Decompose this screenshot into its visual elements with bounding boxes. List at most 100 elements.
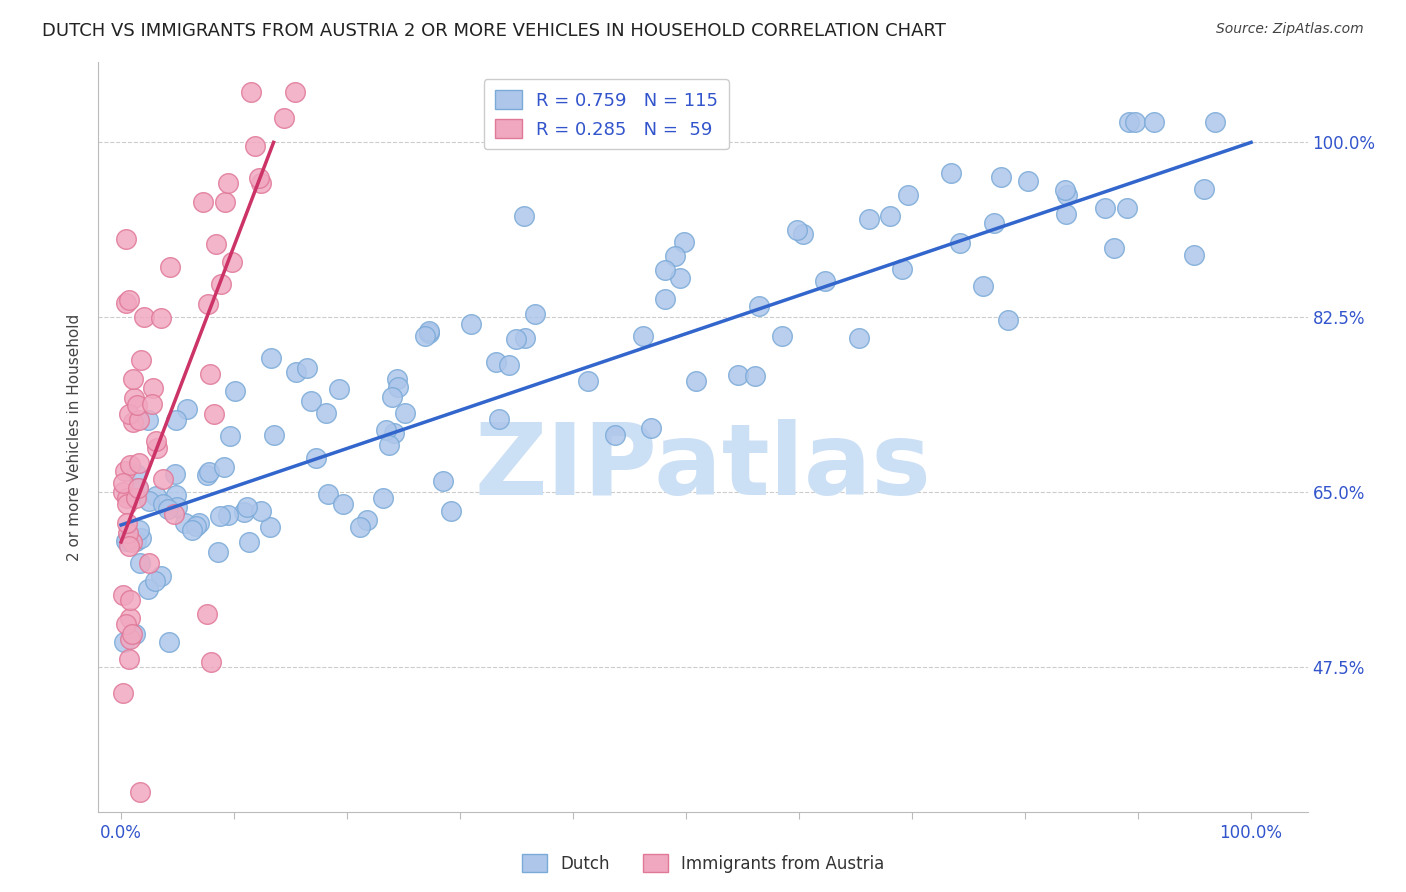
Point — [221, 254, 243, 268]
Point — [165, 487, 187, 501]
Point — [118, 293, 141, 307]
Point — [197, 296, 219, 310]
Point — [387, 380, 409, 394]
Point — [381, 390, 404, 404]
Point — [879, 210, 901, 224]
Point — [111, 589, 134, 603]
Point — [112, 635, 135, 649]
Point — [786, 222, 808, 236]
Point — [1017, 174, 1039, 188]
Point — [603, 427, 626, 442]
Point — [212, 460, 235, 475]
Point — [375, 423, 398, 437]
Point — [238, 534, 260, 549]
Point — [1115, 201, 1137, 215]
Point — [513, 331, 536, 345]
Point — [128, 785, 150, 799]
Point — [118, 539, 141, 553]
Point — [654, 292, 676, 306]
Point — [260, 351, 283, 366]
Point — [159, 260, 181, 274]
Point — [349, 520, 371, 534]
Point — [576, 374, 599, 388]
Point — [114, 464, 136, 478]
Point — [122, 391, 145, 405]
Point — [124, 627, 146, 641]
Point — [240, 86, 263, 100]
Point — [138, 556, 160, 570]
Point — [285, 365, 308, 379]
Text: Source: ZipAtlas.com: Source: ZipAtlas.com — [1216, 22, 1364, 37]
Point — [152, 473, 174, 487]
Point — [273, 112, 295, 126]
Text: ZIPatlas: ZIPatlas — [475, 418, 931, 516]
Point — [125, 533, 148, 548]
Point — [224, 384, 246, 398]
Point — [145, 434, 167, 449]
Point — [114, 616, 136, 631]
Legend: Dutch, Immigrants from Austria: Dutch, Immigrants from Austria — [515, 847, 891, 880]
Point — [217, 176, 239, 190]
Point — [118, 407, 141, 421]
Point — [145, 489, 167, 503]
Point — [129, 353, 152, 368]
Point — [118, 632, 141, 647]
Point — [413, 329, 436, 343]
Point — [236, 500, 259, 515]
Point — [207, 545, 229, 559]
Point — [128, 524, 150, 538]
Point — [382, 426, 405, 441]
Point — [111, 686, 134, 700]
Point — [157, 501, 180, 516]
Point — [316, 487, 339, 501]
Point — [1123, 115, 1146, 129]
Point — [418, 324, 440, 338]
Point — [186, 519, 208, 533]
Point — [188, 516, 211, 531]
Point — [654, 262, 676, 277]
Point — [972, 278, 994, 293]
Point — [120, 611, 142, 625]
Point — [129, 557, 152, 571]
Point — [284, 86, 307, 100]
Point — [200, 655, 222, 669]
Point — [115, 533, 138, 548]
Point — [1204, 115, 1226, 129]
Point — [111, 475, 134, 490]
Point — [120, 592, 142, 607]
Point — [513, 209, 536, 223]
Point — [128, 456, 150, 470]
Point — [484, 355, 506, 369]
Point — [373, 491, 395, 506]
Point — [460, 317, 482, 331]
Point — [673, 235, 696, 249]
Point — [121, 626, 143, 640]
Point — [163, 507, 186, 521]
Point — [163, 467, 186, 482]
Point — [120, 458, 142, 472]
Text: DUTCH VS IMMIGRANTS FROM AUSTRIA 2 OR MORE VEHICLES IN HOUSEHOLD CORRELATION CHA: DUTCH VS IMMIGRANTS FROM AUSTRIA 2 OR MO… — [42, 22, 946, 40]
Point — [127, 398, 149, 412]
Point — [209, 277, 232, 291]
Point — [949, 236, 972, 251]
Point — [111, 485, 134, 500]
Point — [305, 451, 328, 466]
Y-axis label: 2 or more Vehicles in Household: 2 or more Vehicles in Household — [67, 313, 83, 561]
Point — [152, 497, 174, 511]
Legend: R = 0.759   N = 115, R = 0.285   N =  59: R = 0.759 N = 115, R = 0.285 N = 59 — [484, 79, 728, 150]
Point — [664, 249, 686, 263]
Point — [127, 481, 149, 495]
Point — [385, 372, 408, 386]
Point — [669, 271, 692, 285]
Point — [813, 273, 835, 287]
Point — [127, 481, 149, 495]
Point — [891, 261, 914, 276]
Point — [118, 652, 141, 666]
Point — [1053, 183, 1076, 197]
Point — [117, 516, 139, 530]
Point — [149, 568, 172, 582]
Point — [250, 504, 273, 518]
Point — [747, 299, 769, 313]
Point — [195, 607, 218, 622]
Point — [198, 367, 221, 381]
